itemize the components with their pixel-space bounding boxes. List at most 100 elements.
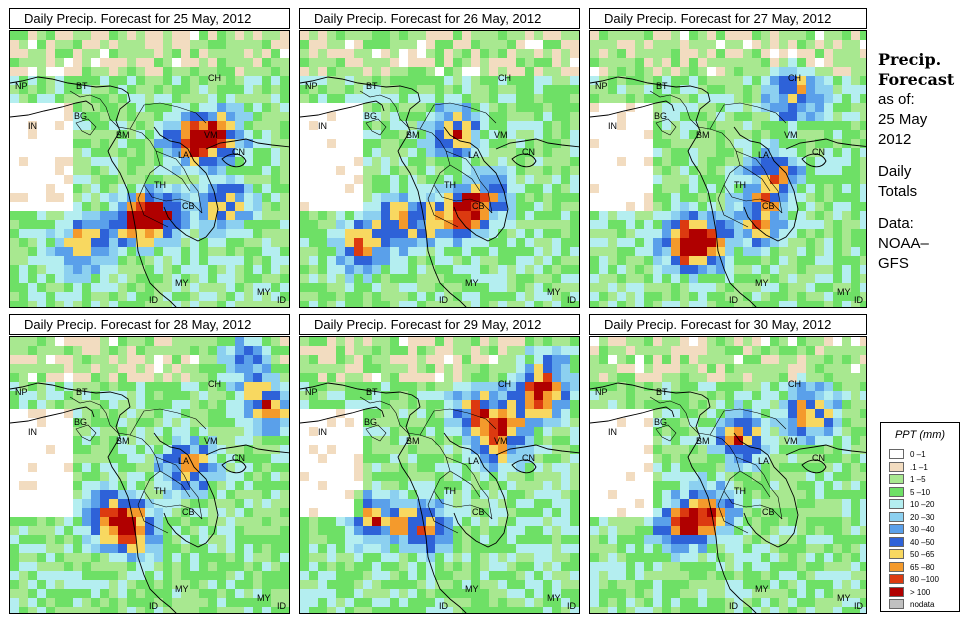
precip-cell [127,238,136,247]
precip-cell [543,391,552,400]
precip-cell [752,490,761,499]
precip-cell [761,364,770,373]
precip-cell [199,409,208,418]
precip-cell [145,130,154,139]
precip-cell [507,76,516,85]
precip-cell [806,103,815,112]
precip-cell [399,499,408,508]
precip-cell [653,247,662,256]
precip-cell [253,193,262,202]
precip-cell [345,85,354,94]
precip-cell [381,589,390,598]
precip-cell [426,391,435,400]
precip-cell [253,220,262,229]
precip-cell [516,49,525,58]
precip-cell [199,364,208,373]
precip-cell [399,355,408,364]
precip-cell [644,463,653,472]
precip-cell [318,364,327,373]
precip-cell [716,193,725,202]
precip-cell [181,373,190,382]
precip-cell [73,67,82,76]
precip-cell [226,544,235,553]
precip-cell [851,436,860,445]
precip-cell [426,472,435,481]
precip-cell [516,454,525,463]
precip-cell [761,238,770,247]
precip-cell [671,175,680,184]
precip-cell [390,49,399,58]
precip-cell [408,355,417,364]
precip-cell [680,256,689,265]
precip-cell [381,553,390,562]
precip-cell [653,373,662,382]
precip-cell [561,346,570,355]
precip-cell [280,499,289,508]
precip-cell [561,382,570,391]
precip-cell [244,256,253,265]
precip-cell [73,229,82,238]
precip-cell [516,400,525,409]
precip-cell [55,580,64,589]
precip-cell [543,418,552,427]
precip-cell [73,553,82,562]
precip-cell [770,400,779,409]
precip-cell [199,517,208,526]
precip-cell [408,121,417,130]
precip-cell [815,139,824,148]
precip-cell [815,463,824,472]
precip-cell [860,247,866,256]
precip-cell [608,220,617,229]
precip-cell [851,463,860,472]
precip-cell [716,229,725,238]
precip-cell [498,472,507,481]
precip-cell [462,184,471,193]
panel-title-29-may: Daily Precip. Forecast for 29 May, 2012 [299,314,580,335]
precip-cell [37,211,46,220]
country-label: VM [494,436,508,446]
precip-cell [480,184,489,193]
precip-cell [372,580,381,589]
precip-cell [399,220,408,229]
precip-cell [226,76,235,85]
precip-cell [797,139,806,148]
precip-cell [671,220,680,229]
precip-cell [860,184,866,193]
precip-cell [217,283,226,292]
precip-cell [46,301,55,307]
precip-cell [244,130,253,139]
precip-cell [453,139,462,148]
precip-cell [489,292,498,301]
precip-cell [408,274,417,283]
precip-cell [761,76,770,85]
precip-cell [860,364,866,373]
precip-cell [653,337,662,346]
precip-cell [788,382,797,391]
precip-cell [354,607,363,613]
precip-cell [127,409,136,418]
precip-cell [507,112,516,121]
precip-cell [561,508,570,517]
precip-cell [64,535,73,544]
precip-cell [680,130,689,139]
precip-cell [617,247,626,256]
precip-cell [797,49,806,58]
precip-cell [136,454,145,463]
precip-cell [570,526,579,535]
precip-cell [280,454,289,463]
precip-cell [671,364,680,373]
precip-cell [154,409,163,418]
precip-cell [570,94,579,103]
precip-cell [100,157,109,166]
precip-cell [46,274,55,283]
precip-cell [525,508,534,517]
precip-cell [480,202,489,211]
precip-cell [480,580,489,589]
precip-cell [55,301,64,307]
precip-cell [779,238,788,247]
precip-cell [46,31,55,40]
precip-cell [806,481,815,490]
precip-cell [534,58,543,67]
precip-cell [743,454,752,463]
